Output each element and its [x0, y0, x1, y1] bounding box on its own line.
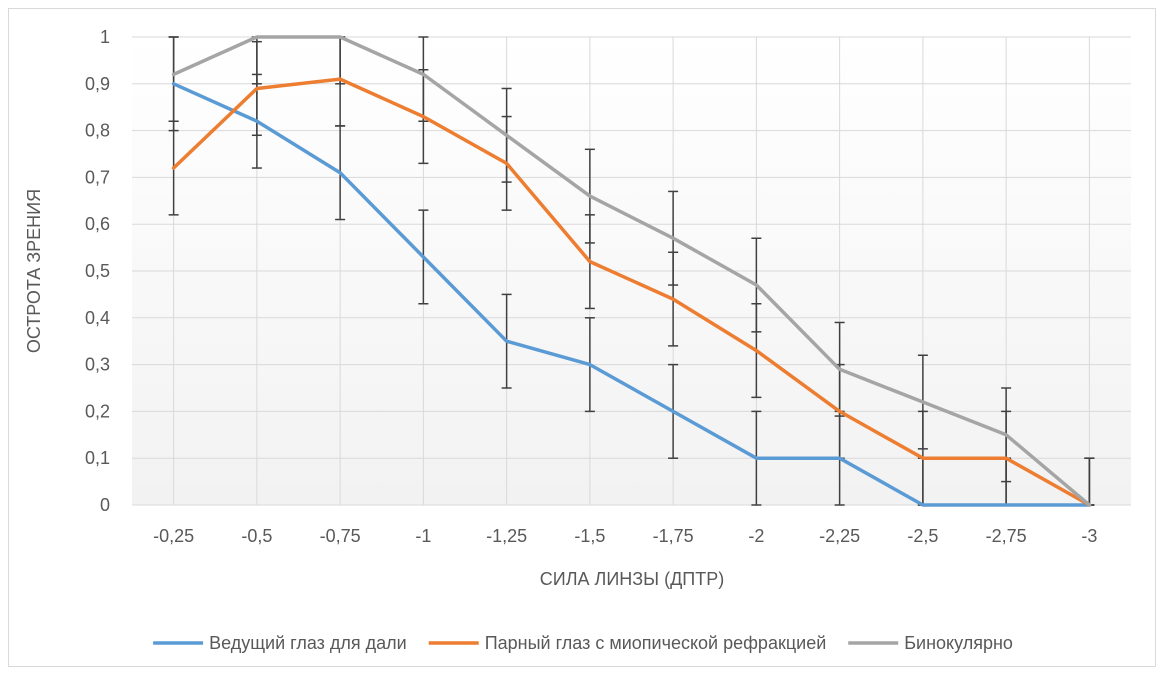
legend-label: Ведущий глаз для дали: [209, 633, 407, 653]
y-tick-label: 0,1: [85, 448, 110, 468]
x-tick-label: -2: [748, 526, 764, 546]
x-tick-label: -2,75: [986, 526, 1027, 546]
x-tick-label: -1,25: [486, 526, 527, 546]
y-tick-label: 0,5: [85, 261, 110, 281]
y-tick-label: 0,6: [85, 214, 110, 234]
x-tick-label: -1,5: [574, 526, 605, 546]
series-lines: [171, 35, 1092, 507]
x-tick-label: -0,25: [153, 526, 194, 546]
x-tick-label: -0,5: [241, 526, 272, 546]
y-tick-label: 1: [100, 27, 110, 47]
y-axis-ticks: 0 0,1 0,2 0,3 0,4 0,5 0,6 0,7 0,8 0,9 1: [85, 27, 110, 515]
y-tick-label: 0,2: [85, 401, 110, 421]
x-tick-label: -1: [415, 526, 431, 546]
x-tick-label: -2,25: [819, 526, 860, 546]
x-tick-label: -1,75: [653, 526, 694, 546]
y-tick-label: 0,4: [85, 308, 110, 328]
y-tick-label: 0: [100, 495, 110, 515]
y-tick-label: 0,3: [85, 355, 110, 375]
legend-label: Бинокулярно: [904, 633, 1013, 653]
legend-label: Парный глаз с миопической рефракцией: [485, 633, 827, 653]
series-line-2: [171, 77, 1092, 507]
series-line-1: [171, 82, 1092, 507]
error-bars: [168, 36, 1095, 506]
x-tick-label: -3: [1081, 526, 1097, 546]
legend-item-3: Бинокулярно: [848, 633, 1013, 653]
x-tick-label: -2,5: [907, 526, 938, 546]
legend-item-1: Ведущий глаз для дали: [153, 633, 407, 653]
legend-item-2: Парный глаз с миопической рефракцией: [428, 633, 827, 653]
x-tick-label: -0,75: [320, 526, 361, 546]
y-tick-label: 0,7: [85, 167, 110, 187]
y-tick-label: 0,9: [85, 74, 110, 94]
legend: Ведущий глаз для дали Парный глаз с миопи…: [153, 633, 1013, 653]
y-axis-title: ОСТРОТА ЗРЕНИЯ: [24, 189, 44, 353]
y-tick-label: 0,8: [85, 121, 110, 141]
x-axis-title: СИЛА ЛИНЗЫ (ДПТР): [540, 569, 724, 589]
x-axis-ticks: -0,25 -0,5 -0,75 -1 -1,25 -1,5 -1,75 -2 -2,25 -2,…: [153, 526, 1097, 546]
series-line-3: [171, 35, 1092, 507]
